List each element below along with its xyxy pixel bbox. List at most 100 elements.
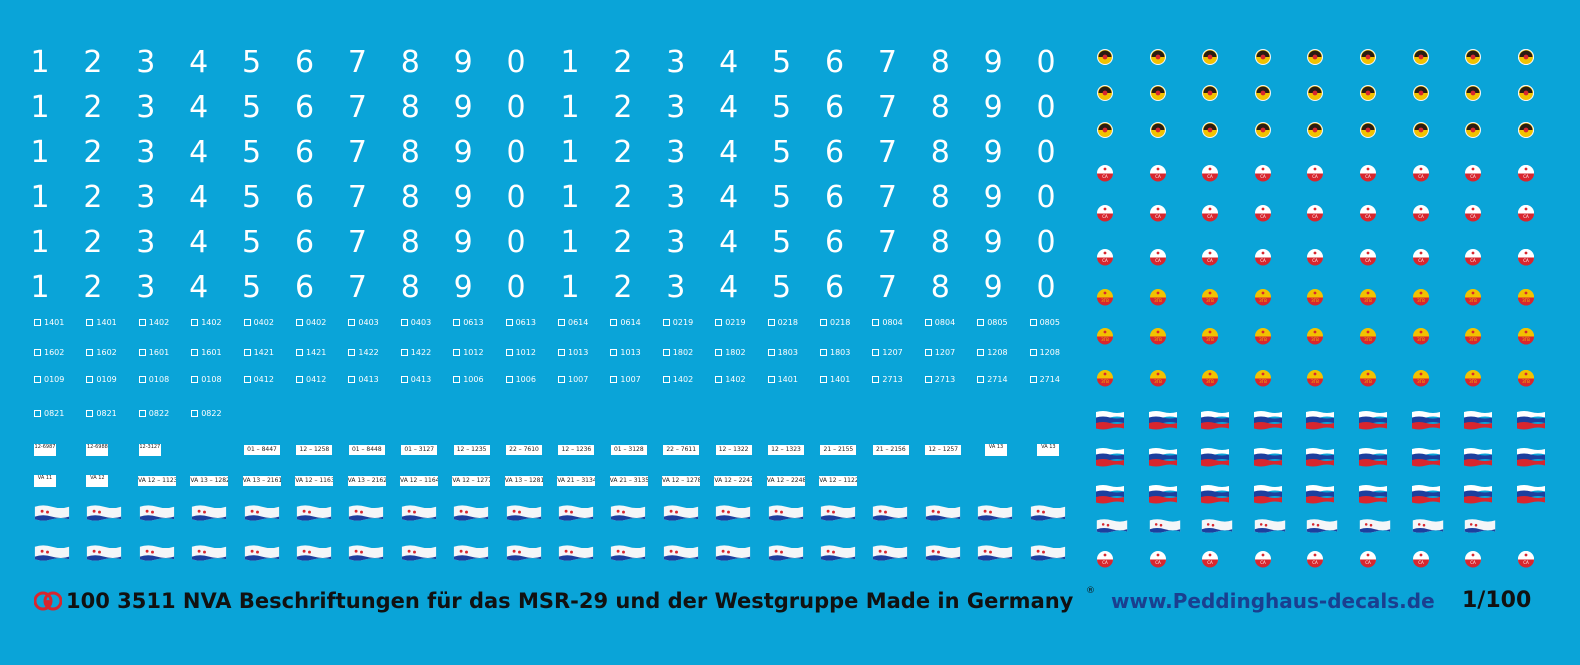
vehicle-code-text: 0613 <box>515 318 536 327</box>
code-box-icon <box>400 349 408 356</box>
vehicle-code-decal: 0804 <box>872 317 903 328</box>
code-box-icon <box>1029 319 1037 326</box>
code-box-icon <box>872 376 880 383</box>
digit-decal: 8 <box>930 180 950 215</box>
digit-decal: 2 <box>83 135 103 170</box>
vehicle-code-text: 1012 <box>463 348 484 357</box>
digit-decal: 2 <box>83 180 103 215</box>
russian-flag-icon <box>1359 448 1387 467</box>
svg-text:CA: CA <box>1470 258 1476 263</box>
guards-roundel-decal <box>1517 48 1535 70</box>
guards-roundel-decal <box>1306 84 1324 106</box>
naval-ensign-decal <box>1030 544 1066 566</box>
sa-roundel-decal: CA <box>1096 550 1114 572</box>
guards-roundel-icon <box>1149 122 1166 138</box>
russian-flag-icon <box>1516 448 1545 467</box>
guards-roundel-decal <box>1359 84 1377 106</box>
naval-ensign-decal <box>191 544 227 566</box>
guards-roundel-icon <box>1202 49 1219 65</box>
naval-ensign-flag-icon <box>978 505 1013 521</box>
digit-decal: 4 <box>719 225 739 260</box>
vehicle-code-text: 1803 <box>830 348 851 357</box>
small-plate-decal: 12-6988 <box>86 444 109 456</box>
vehicle-code-text: 0805 <box>1039 318 1060 327</box>
vehicle-code-text: 2713 <box>882 375 903 384</box>
zgv-roundel-decal: ЗГВ <box>1412 369 1430 391</box>
russian-flag-icon <box>1096 411 1124 430</box>
code-box-icon <box>86 349 94 356</box>
digit-decal: 8 <box>930 45 950 80</box>
svg-text:CA: CA <box>1207 214 1213 219</box>
code-box-icon <box>820 349 827 356</box>
naval-ensign-decal <box>506 504 542 526</box>
digit-decal: 2 <box>83 45 103 80</box>
digit-decal: 1 <box>30 225 50 260</box>
digit-decal: 6 <box>824 90 845 125</box>
sa-roundel-icon: CA <box>1097 249 1113 266</box>
digit-decal: 7 <box>347 90 367 125</box>
svg-text:CA: CA <box>1260 258 1266 263</box>
russian-flag-decal <box>1148 410 1178 434</box>
digit-decal: 7 <box>347 270 367 305</box>
vehicle-code-text: 0821 <box>44 409 65 418</box>
code-box-icon <box>662 349 670 356</box>
digit-decal: 8 <box>930 270 950 305</box>
digit-decal: 7 <box>347 225 367 260</box>
naval-ensign-flag-icon <box>558 505 594 521</box>
code-box-icon <box>924 319 932 326</box>
digit-decal: 9 <box>453 45 473 80</box>
vehicle-code-text: 1421 <box>306 348 327 357</box>
naval-ensign-decal <box>820 504 856 526</box>
naval-ensign-decal <box>244 504 280 526</box>
guards-roundel-icon <box>1149 85 1166 101</box>
svg-text:CA: CA <box>1523 174 1529 179</box>
naval-ensign-flag-icon <box>1412 519 1443 533</box>
digit-decal: 3 <box>666 90 686 125</box>
naval-ensign-flag-icon <box>768 545 803 561</box>
vehicle-code-text: 0402 <box>306 318 327 327</box>
vehicle-code-text: 0219 <box>725 318 746 327</box>
naval-ensign-flag-icon <box>454 545 489 561</box>
website-link[interactable]: www.Peddinghaus-decals.de <box>1111 589 1435 613</box>
vehicle-code-text: 0822 <box>148 409 170 418</box>
code-box-icon <box>558 319 565 326</box>
vehicle-code-text: 0412 <box>253 375 274 384</box>
svg-text:CA: CA <box>1155 214 1161 219</box>
russian-flag-decal <box>1200 410 1230 434</box>
guards-roundel-icon <box>1465 49 1482 65</box>
code-box-icon <box>610 376 618 383</box>
digit-decal: 3 <box>136 270 156 305</box>
code-box-icon <box>191 349 199 356</box>
naval-ensign-flag-icon <box>611 545 646 561</box>
digit-decal: 9 <box>453 135 473 170</box>
russian-flag-icon <box>1253 411 1282 430</box>
digit-decal: 9 <box>983 180 1003 215</box>
svg-text:CA: CA <box>1523 214 1529 219</box>
sa-roundel-icon: CA <box>1518 205 1534 222</box>
small-plate-decal: 12-6987 <box>34 444 56 456</box>
digit-decal: 0 <box>1036 270 1056 305</box>
svg-text:ЗГВ: ЗГВ <box>1364 298 1372 303</box>
zgv-roundel-icon: ЗГВ <box>1307 328 1324 345</box>
russian-flag-icon <box>1411 411 1440 430</box>
code-box-icon <box>505 376 513 383</box>
guards-roundel-icon <box>1360 49 1376 65</box>
digit-decal: 9 <box>983 135 1003 170</box>
sa-roundel-icon: CA <box>1254 551 1271 568</box>
naval-ensign-flag-icon <box>87 545 122 561</box>
guards-roundel-decal <box>1517 121 1535 143</box>
guards-roundel-decal <box>1201 84 1219 106</box>
digit-decal: 5 <box>772 90 792 125</box>
scale-label: 1/100 <box>1462 588 1532 613</box>
digit-decal: 5 <box>242 90 262 125</box>
vehicle-code-decal: 0613 <box>505 317 536 328</box>
svg-text:ЗГВ: ЗГВ <box>1101 337 1109 342</box>
guards-roundel-icon <box>1307 85 1324 101</box>
guards-roundel-icon <box>1097 122 1113 138</box>
vehicle-code-decal: 0412 <box>243 374 274 385</box>
license-plate-decal: 21 – 2156 <box>872 445 909 455</box>
russian-flag-icon <box>1253 448 1282 467</box>
vehicle-code-text: 2714 <box>987 375 1008 384</box>
russian-flag-decal <box>1411 447 1441 471</box>
vehicle-code-text: 2713 <box>934 375 956 384</box>
